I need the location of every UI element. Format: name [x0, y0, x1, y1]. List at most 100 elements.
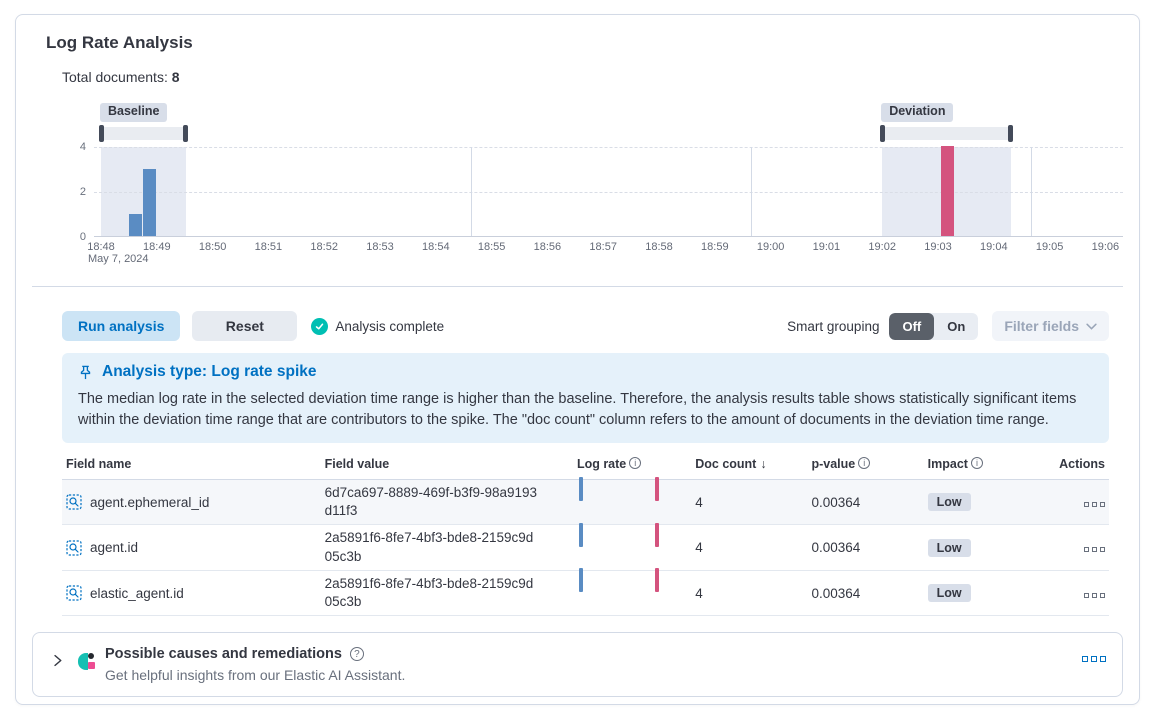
total-documents: Total documents: 8	[62, 69, 1123, 85]
x-tick-label: 18:50	[198, 241, 227, 253]
histogram-bar-baseline	[128, 213, 142, 236]
impact-badge: Low	[927, 538, 971, 557]
histogram-bar-baseline	[142, 168, 156, 236]
field-filter-icon[interactable]	[66, 585, 82, 601]
analysis-status-text: Analysis complete	[335, 318, 445, 334]
analysis-results-table: Field name Field value Log rate i Doc cou…	[62, 453, 1109, 617]
sort-descending-icon: ↓	[760, 457, 767, 472]
baseline-mini-bar	[578, 477, 583, 502]
header-impact[interactable]: Impact i	[923, 453, 1043, 481]
x-tick-label: 18:48	[87, 241, 115, 253]
footer-text-block: Possible causes and remediations ? Get h…	[105, 646, 405, 683]
x-tick-label: 18:57	[589, 241, 617, 253]
deviation-brush-left-handle[interactable]	[880, 125, 886, 142]
info-icon[interactable]: i	[970, 457, 983, 470]
chevron-right-icon	[54, 655, 62, 667]
expand-accordion-button[interactable]	[49, 652, 66, 672]
x-tick-label: 18:53	[366, 241, 394, 253]
x-tick-label: 19:02	[868, 241, 896, 253]
impact-badge: Low	[927, 493, 971, 512]
deviation-mini-bar	[654, 522, 659, 547]
x-tick-label: 18:56	[533, 241, 562, 253]
smart-grouping-label: Smart grouping	[787, 318, 880, 334]
y-tick-label: 4	[79, 141, 86, 153]
x-tick-label: 18:59	[701, 241, 729, 253]
filter-fields-button[interactable]: Filter fields	[992, 311, 1109, 341]
x-tick-label: 18:58	[645, 241, 673, 253]
analysis-status: Analysis complete	[311, 317, 445, 335]
header-p-value[interactable]: p-value i	[807, 453, 924, 481]
pin-icon	[80, 365, 91, 379]
filter-fields-label: Filter fields	[1004, 318, 1079, 334]
table-row: elastic_agent.id 2a5891f6-8fe7-4bf3-bde8-…	[62, 568, 1109, 617]
p-value: 0.00364	[807, 570, 924, 617]
chart-plot-area[interactable]	[94, 146, 1123, 237]
baseline-brush-left-handle[interactable]	[99, 125, 104, 142]
row-actions-icon[interactable]	[1084, 592, 1105, 598]
doc-count-value: 4	[691, 479, 808, 526]
panel-actions-icon[interactable]	[1082, 656, 1106, 663]
smart-grouping-on-button[interactable]: On	[934, 313, 978, 340]
info-icon[interactable]: i	[629, 457, 642, 470]
p-value: 0.00364	[807, 524, 924, 571]
reset-button[interactable]: Reset	[192, 311, 298, 341]
row-actions-icon[interactable]	[1084, 501, 1105, 507]
baseline-mini-bar	[578, 568, 583, 593]
gridline	[94, 147, 1123, 148]
field-filter-icon[interactable]	[66, 540, 82, 556]
divider	[32, 286, 1123, 287]
baseline-badge: Baseline	[100, 103, 168, 122]
deviation-brush[interactable]	[880, 125, 1014, 142]
table-row: agent.ephemeral_id 6d7ca697-8889-469f-b3f…	[62, 477, 1109, 526]
total-documents-value: 8	[171, 69, 180, 85]
baseline-brush-right-handle[interactable]	[182, 125, 188, 142]
info-icon[interactable]: i	[858, 457, 871, 470]
smart-grouping-toggle: Off On	[889, 312, 979, 340]
document-count-chart: Baseline Deviation 4 2 0 18:48 18:49 18:50…	[62, 101, 1123, 271]
histogram-bar-deviation	[940, 146, 954, 236]
footer-title: Possible causes and remediations	[105, 646, 342, 663]
callout-body: The median log rate in the selected devi…	[78, 391, 1077, 429]
p-value: 0.00364	[807, 479, 924, 526]
doc-count-value: 4	[691, 570, 808, 617]
header-log-rate[interactable]: Log rate i	[572, 453, 692, 481]
row-actions-icon[interactable]	[1084, 547, 1105, 553]
x-tick-label: 18:49	[143, 241, 171, 253]
baseline-mini-bar	[578, 522, 583, 547]
baseline-brush[interactable]	[99, 125, 188, 142]
x-tick-label: 19:01	[812, 241, 841, 253]
analysis-type-callout: Analysis type: Log rate spike The median…	[62, 353, 1109, 444]
x-tick-label: 19:05	[1035, 241, 1064, 253]
field-filter-icon[interactable]	[66, 494, 82, 510]
x-tick-label: 18:51	[254, 241, 283, 253]
field-name: agent.ephemeral_id	[90, 494, 210, 510]
gridline	[471, 147, 472, 236]
footer-subtitle: Get helpful insights from our Elastic AI…	[105, 667, 406, 684]
help-icon[interactable]: ?	[349, 647, 364, 662]
x-tick-label: 18:52	[310, 241, 338, 253]
chevron-down-icon	[1086, 323, 1097, 330]
smart-grouping-off-button[interactable]: Off	[889, 312, 935, 340]
elastic-ai-assistant-icon	[78, 653, 95, 671]
header-doc-count[interactable]: Doc count ↓	[691, 453, 808, 481]
table-header-row: Field name Field value Log rate i Doc cou…	[62, 453, 1109, 481]
possible-causes-panel: Possible causes and remediations ? Get h…	[32, 632, 1123, 698]
y-tick-label: 2	[79, 186, 86, 198]
field-name: agent.id	[90, 540, 139, 556]
deviation-mini-bar	[654, 568, 659, 593]
header-field-value[interactable]: Field value	[320, 453, 573, 481]
x-tick-label: 18:54	[422, 241, 450, 253]
y-tick-label: 0	[79, 231, 86, 243]
x-tick-label: 18:55	[477, 241, 506, 253]
x-axis-date-label: May 7, 2024	[88, 253, 149, 265]
impact-badge: Low	[927, 584, 971, 603]
header-field-name[interactable]: Field name	[62, 453, 321, 481]
deviation-brush-right-handle[interactable]	[1008, 125, 1014, 142]
total-documents-label: Total documents:	[62, 69, 168, 85]
check-icon	[311, 317, 329, 335]
table-row: agent.id 2a5891f6-8fe7-4bf3-bde8-2159c9d0…	[62, 522, 1109, 571]
run-analysis-button[interactable]: Run analysis	[62, 311, 181, 341]
field-value: 2a5891f6-8fe7-4bf3-bde8-2159c9d05c3b	[324, 575, 534, 610]
field-value: 2a5891f6-8fe7-4bf3-bde8-2159c9d05c3b	[324, 530, 534, 564]
